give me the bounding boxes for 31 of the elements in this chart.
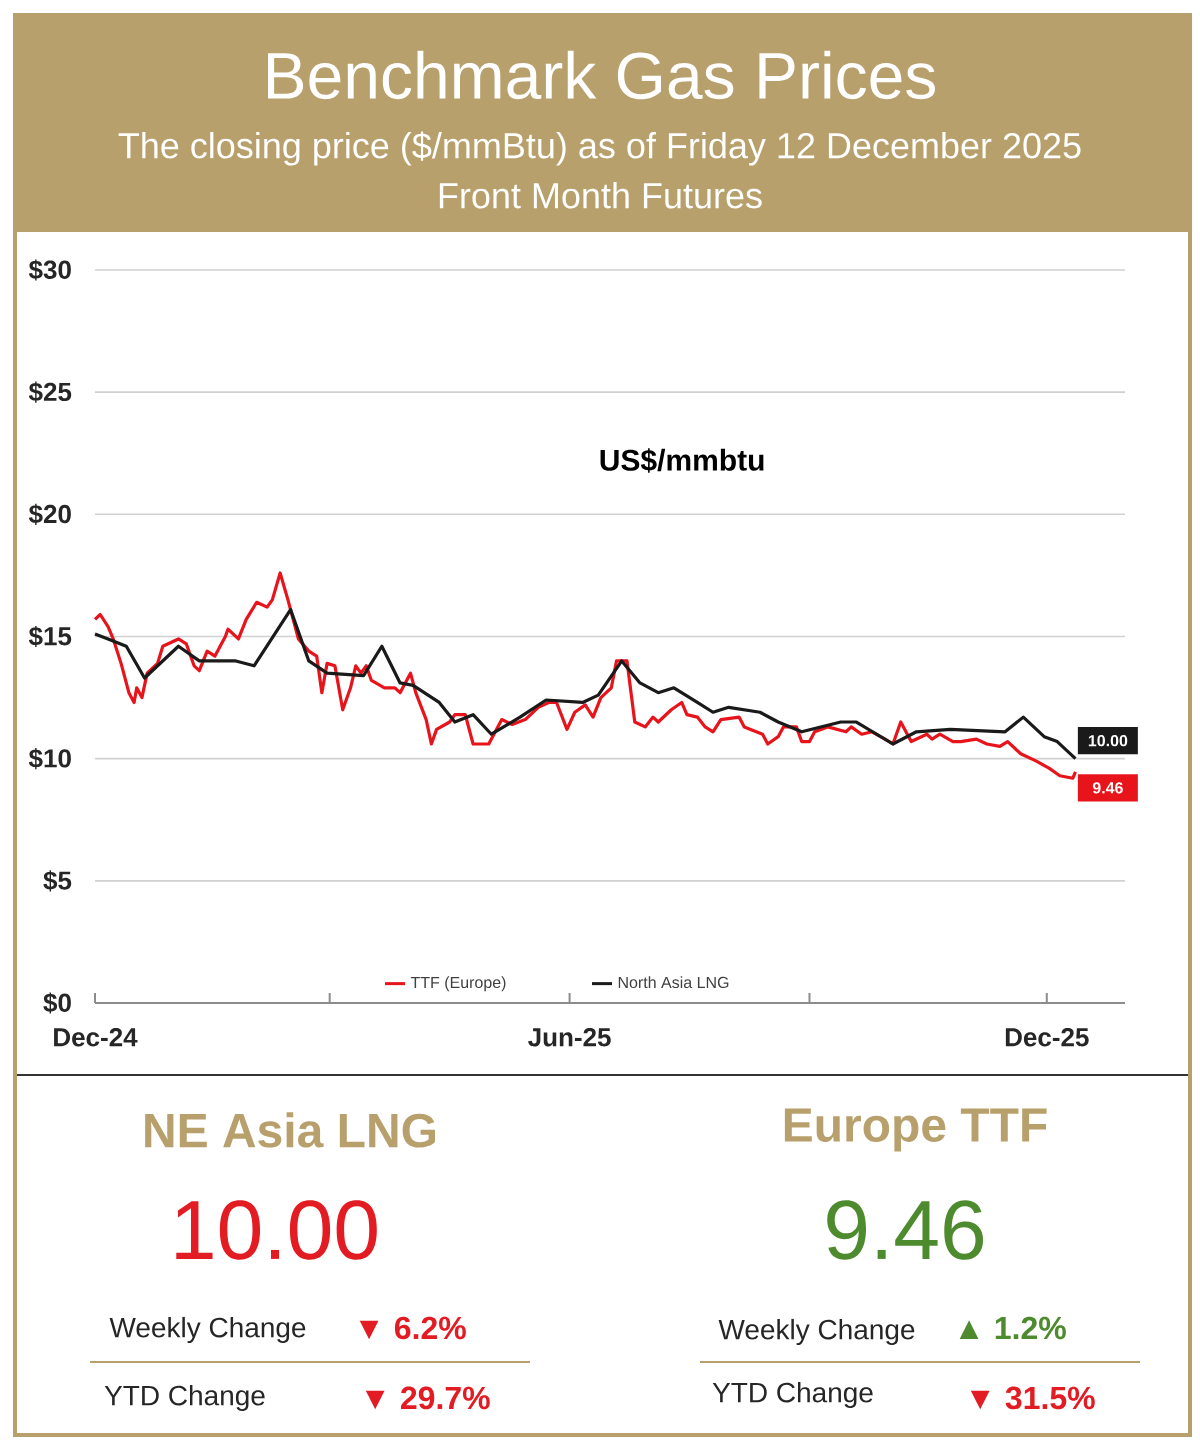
- text: ▼ 29.7%: [365, 1386, 490, 1410]
- y-tick-label: $15: [28, 625, 72, 648]
- y-tick-label: $30: [28, 259, 71, 281]
- y-tick-label: $20: [28, 503, 71, 525]
- text: 9.46: [827, 1200, 984, 1260]
- y-tick-label: $10: [28, 748, 71, 770]
- x-tick-label: Dec-24: [54, 1028, 138, 1047]
- legend-label: TTF (Europe): [410, 976, 506, 992]
- chart-subtitle: The closing price ($/mmBtu) as of Friday 12 December 2025 Front Month Futures: [118, 131, 1081, 209]
- text: YTD Change: [104, 1384, 265, 1412]
- text: Europe TTF: [784, 1108, 1047, 1152]
- text: ▼ 6.2%: [359, 1316, 466, 1340]
- legend-label: North Asia LNG: [618, 976, 729, 989]
- y-tick-label: $0: [43, 992, 71, 1014]
- line-series: [93, 571, 1078, 780]
- text: NE Asia LNG: [145, 1112, 435, 1148]
- chart-title: Benchmark Gas Prices: [267, 50, 935, 100]
- text: 10.00: [176, 1200, 377, 1260]
- y-tick-label: $5: [43, 870, 72, 892]
- annotation: US$/mmbtu: [600, 448, 764, 473]
- text: ▼ 31.5%: [970, 1386, 1095, 1410]
- annotation: 10.00: [1088, 735, 1128, 747]
- y-tick-label: $25: [28, 381, 72, 403]
- text: Weekly Change: [718, 1318, 915, 1346]
- text: ▲ 1.2%: [959, 1316, 1066, 1340]
- text: YTD Change: [712, 1381, 873, 1409]
- x-tick-label: Dec-25: [1005, 1028, 1089, 1047]
- line-series: [93, 608, 1078, 761]
- text: Weekly Change: [109, 1316, 306, 1344]
- x-tick-label: Jun-25: [528, 1028, 611, 1047]
- annotation: 9.46: [1092, 782, 1123, 794]
